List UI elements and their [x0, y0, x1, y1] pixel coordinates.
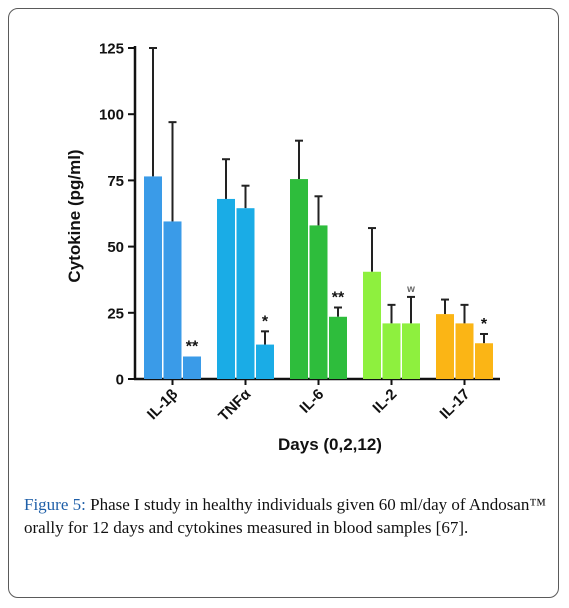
significance-mark: * [262, 313, 269, 330]
x-tick-label: IL-1β [144, 386, 181, 423]
figure-caption: Figure 5: Phase I study in healthy indiv… [24, 493, 546, 539]
y-tick-label: 75 [107, 173, 124, 190]
bar-chart: 0 25 50 75 100 125 ** IL-1β * TNFα ** IL-6 w IL-2 * IL-… [65, 41, 500, 454]
bar [236, 208, 255, 379]
significance-mark: * [481, 316, 488, 333]
y-tick-label: 100 [99, 107, 124, 124]
bar [382, 323, 401, 379]
bar [309, 225, 328, 379]
y-tick-label: 0 [116, 372, 124, 389]
bar [144, 176, 162, 379]
bar [183, 356, 201, 379]
bar [163, 221, 182, 379]
x-tick-label: TNFα [215, 385, 255, 425]
bar [363, 271, 381, 379]
y-axis-label: Cytokine (pg/ml) [65, 149, 84, 282]
figure-frame [8, 8, 559, 598]
bar [436, 314, 454, 379]
y-tick-label: 25 [107, 305, 124, 322]
y-tick-label: 50 [107, 239, 124, 256]
bar [290, 179, 308, 379]
x-tick-label: IL-17 [437, 386, 474, 423]
bar [455, 323, 474, 379]
caption-label: Figure 5: [24, 495, 86, 514]
plot-area: 0 25 50 75 100 125 ** IL-1β * TNFα ** IL-6 w IL-2 * IL-… [99, 41, 500, 425]
bar [402, 323, 420, 379]
significance-mark: w [406, 284, 415, 295]
significance-mark: ** [332, 290, 345, 307]
bar [217, 198, 235, 379]
bar [475, 343, 493, 379]
bar [256, 344, 274, 379]
caption-text: Phase I study in healthy individuals giv… [24, 495, 547, 537]
x-tick-label: IL-2 [369, 386, 400, 417]
y-tick-label: 125 [99, 41, 124, 58]
significance-mark: ** [186, 338, 199, 355]
x-tick-label: IL-6 [296, 386, 327, 417]
bar [329, 316, 347, 379]
x-axis-label: Days (0,2,12) [278, 435, 382, 454]
